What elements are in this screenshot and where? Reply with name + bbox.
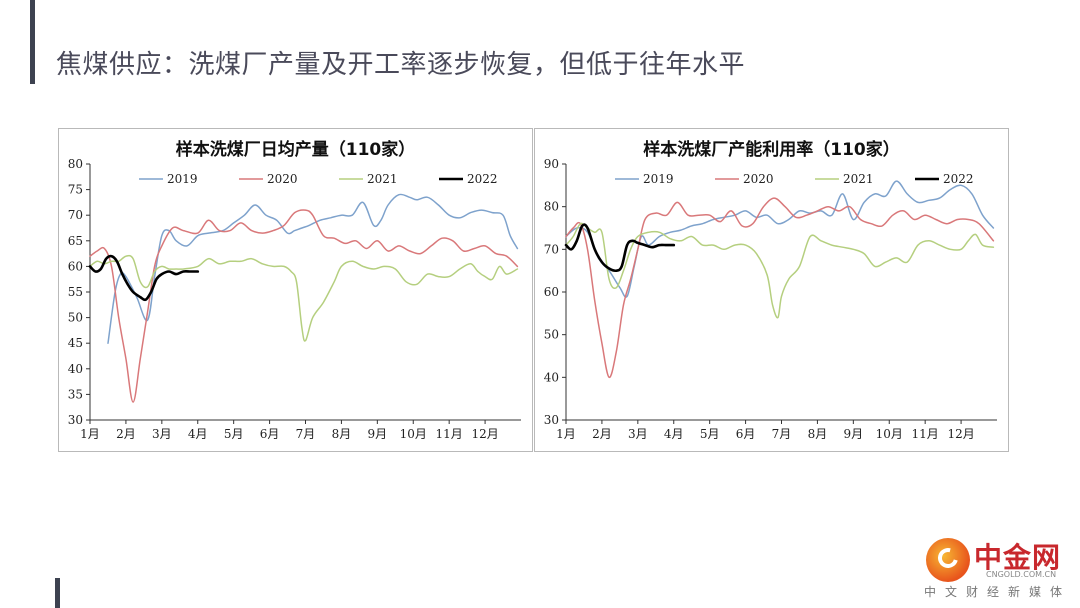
- x-tick-label: 3月: [152, 427, 172, 441]
- x-tick-label: 4月: [188, 427, 208, 441]
- chart-title: 样本洗煤厂日均产量（110家）: [176, 139, 416, 160]
- legend-label-2021: 2021: [367, 172, 398, 186]
- x-tick-label: 8月: [808, 427, 828, 441]
- x-tick-label: 8月: [332, 427, 352, 441]
- logo: 中金网 CNGOLD.COM.CN 中文财经新媒体: [910, 534, 1075, 604]
- y-tick-label: 50: [544, 328, 559, 342]
- x-tick-label: 11月: [912, 427, 939, 441]
- x-tick-label: 2月: [116, 427, 136, 441]
- series-line-2020: [565, 197, 995, 379]
- x-tick-label: 10月: [876, 427, 903, 441]
- series-line-2019: [107, 193, 519, 344]
- x-tick-label: 2月: [592, 427, 612, 441]
- x-tick-label: 12月: [947, 427, 974, 441]
- series-line-2022: [564, 223, 676, 273]
- x-tick-label: 9月: [844, 427, 864, 441]
- y-tick-label: 30: [68, 413, 83, 427]
- x-tick-label: 7月: [296, 427, 316, 441]
- x-tick-label: 3月: [628, 427, 648, 441]
- chart-panel-utilization: 样本洗煤厂产能利用率（110家） 2019 2020 2021 2022 30 40 50 60…: [534, 128, 1009, 452]
- y-tick-label: 45: [68, 336, 83, 350]
- accent-bar: [30, 0, 35, 84]
- x-tick-label: 9月: [368, 427, 388, 441]
- legend-label-2022: 2022: [943, 172, 974, 186]
- x-tick-label: 5月: [224, 427, 244, 441]
- x-tick-label: 10月: [400, 427, 427, 441]
- slide-title: 焦煤供应：洗煤厂产量及开工率逐步恢复，但低于往年水平: [56, 50, 746, 80]
- output-chart: 样本洗煤厂日均产量（110家） 2019 2020 2021 2022 30 35 40 45 5…: [68, 139, 521, 441]
- y-tick-label: 60: [544, 285, 559, 299]
- accent-bar-bottom: [55, 578, 60, 608]
- legend-label-2019: 2019: [167, 172, 198, 186]
- chart-panel-output: 样本洗煤厂日均产量（110家） 2019 2020 2021 2022 30 35 40 45 5…: [58, 128, 533, 452]
- y-tick-label: 55: [68, 285, 83, 299]
- x-tick-label: 1月: [556, 427, 576, 441]
- x-tick-label: 6月: [736, 427, 756, 441]
- x-tick-label: 5月: [700, 427, 720, 441]
- logo-tagline: 中文财经新媒体: [924, 585, 1072, 599]
- y-tick-label: 90: [544, 157, 559, 171]
- series-line-2021: [565, 222, 995, 319]
- chart-legend: 2019 2020 2021 2022: [615, 172, 974, 186]
- y-tick-label: 75: [68, 183, 83, 197]
- x-tick-label: 6月: [260, 427, 280, 441]
- legend-label-2021: 2021: [843, 172, 874, 186]
- chart-title: 样本洗煤厂产能利用率（110家）: [643, 139, 900, 160]
- series-line-2022: [88, 254, 200, 302]
- x-tick-label: 11月: [436, 427, 463, 441]
- y-tick-label: 65: [68, 234, 83, 248]
- logo-url: CNGOLD.COM.CN: [986, 570, 1057, 579]
- y-tick-label: 70: [68, 208, 83, 222]
- legend-label-2020: 2020: [267, 172, 298, 186]
- y-tick-label: 60: [68, 259, 83, 273]
- series-line-2020: [89, 209, 519, 403]
- y-tick-label: 40: [544, 370, 559, 384]
- y-tick-label: 80: [544, 200, 559, 214]
- legend-label-2020: 2020: [743, 172, 774, 186]
- y-tick-label: 50: [68, 311, 83, 325]
- logo-name: 中金网: [974, 541, 1062, 574]
- y-tick-label: 40: [68, 362, 83, 376]
- logo-mark-icon: [926, 538, 970, 582]
- y-tick-label: 30: [544, 413, 559, 427]
- legend-label-2022: 2022: [467, 172, 498, 186]
- x-tick-label: 12月: [471, 427, 498, 441]
- x-tick-label: 7月: [772, 427, 792, 441]
- y-tick-label: 80: [68, 157, 83, 171]
- y-tick-label: 35: [68, 387, 83, 401]
- x-tick-label: 4月: [664, 427, 684, 441]
- series-line-2021: [89, 254, 519, 342]
- y-tick-label: 70: [544, 242, 559, 256]
- legend-label-2019: 2019: [643, 172, 674, 186]
- utilization-chart: 样本洗煤厂产能利用率（110家） 2019 2020 2021 2022 30 40 50 60…: [544, 139, 997, 441]
- chart-legend: 2019 2020 2021 2022: [139, 172, 498, 186]
- x-tick-label: 1月: [80, 427, 100, 441]
